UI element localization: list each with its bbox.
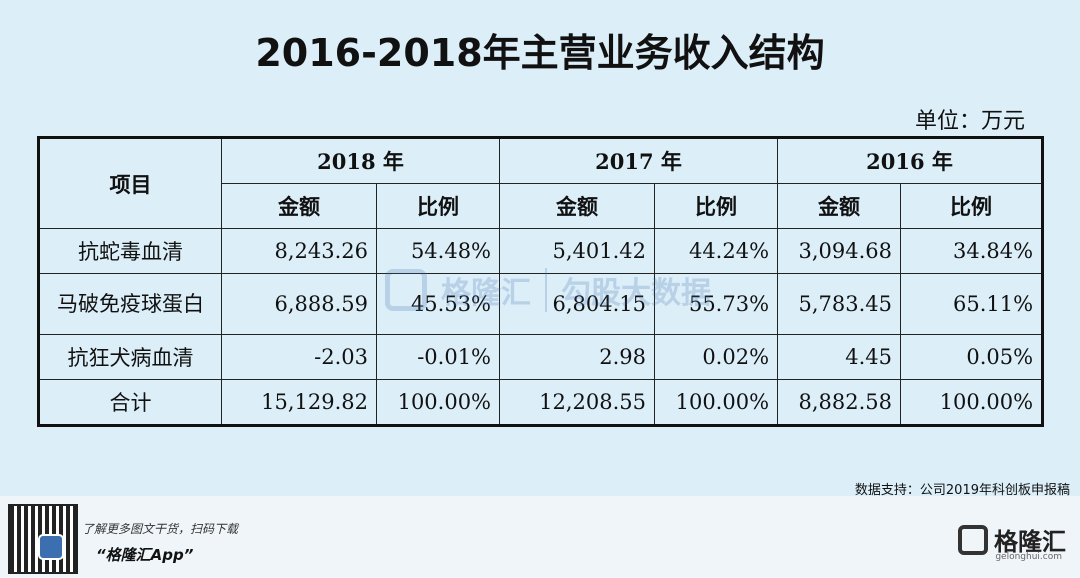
promo-line: 了解更多图文干货，扫码下载 bbox=[82, 522, 239, 536]
table-row: 抗蛇毒血清 8,243.26 54.48% 5,401.42 44.24% 3,… bbox=[38, 228, 1044, 274]
ratio-header: 比例 bbox=[375, 183, 501, 229]
cell-ratio: 55.73% bbox=[654, 273, 779, 335]
brand-domain: gelonghui.com bbox=[995, 552, 1062, 562]
cell-ratio: 0.05% bbox=[900, 334, 1044, 380]
cell-ratio: -0.01% bbox=[375, 334, 501, 380]
table-row: 马破免疫球蛋白 6,888.59 45.53% 6,804.15 55.73% … bbox=[38, 273, 1044, 335]
ratio-header: 比例 bbox=[900, 183, 1044, 229]
cell-ratio: 44.24% bbox=[654, 228, 779, 274]
cell-amount: 5,401.42 bbox=[499, 228, 656, 274]
cell-ratio: 34.84% bbox=[900, 228, 1044, 274]
cell-ratio: 54.48% bbox=[375, 228, 501, 274]
table-row-total: 合计 15,129.82 100.00% 12,208.55 100.00% 8… bbox=[38, 379, 1044, 426]
cell-amount: 4.45 bbox=[777, 334, 902, 380]
row-item: 抗蛇毒血清 bbox=[38, 228, 222, 274]
cell-amount: 12,208.55 bbox=[499, 379, 656, 426]
cell-amount: 5,783.45 bbox=[777, 273, 902, 335]
year-header-2018: 2018 年 bbox=[220, 137, 501, 184]
revenue-table: 项目 2018 年 2017 年 2016 年 金额 比例 金额 比例 金额 比… bbox=[37, 136, 1045, 427]
amount-header: 金额 bbox=[777, 183, 902, 229]
qr-code-icon[interactable] bbox=[8, 504, 78, 574]
amount-header: 金额 bbox=[221, 183, 377, 229]
cell-ratio: 100.00% bbox=[900, 379, 1044, 426]
table-row: 抗狂犬病血清 -2.03 -0.01% 2.98 0.02% 4.45 0.05… bbox=[38, 334, 1044, 380]
cell-amount: 3,094.68 bbox=[777, 228, 902, 274]
data-source: 数据支持：公司2019年科创板申报稿 bbox=[854, 483, 1070, 498]
amount-header: 金额 bbox=[499, 183, 656, 229]
item-header: 项目 bbox=[38, 137, 222, 229]
brand-name: 格隆汇 bbox=[994, 528, 1066, 556]
cell-ratio: 45.53% bbox=[375, 273, 501, 335]
footer-brand: 格隆汇 bbox=[958, 522, 1066, 557]
cell-ratio: 65.11% bbox=[900, 273, 1044, 335]
cell-amount: 15,129.82 bbox=[221, 379, 377, 426]
cell-ratio: 100.00% bbox=[375, 379, 501, 426]
cell-amount: 8,243.26 bbox=[221, 228, 377, 274]
cell-amount: 8,882.58 bbox=[777, 379, 902, 426]
year-header-2017: 2017 年 bbox=[499, 137, 779, 184]
cell-amount: 6,804.15 bbox=[499, 273, 656, 335]
header-row-years: 项目 2018 年 2017 年 2016 年 bbox=[38, 137, 1044, 229]
year-header-2016: 2016 年 bbox=[777, 137, 1044, 184]
cell-ratio: 0.02% bbox=[654, 334, 779, 380]
brand-logo-icon bbox=[958, 524, 988, 555]
app-badge-icon bbox=[38, 534, 64, 560]
footer-bar: 了解更多图文干货，扫码下载 “格隆汇App” 格隆汇 gelonghui.com bbox=[0, 496, 1080, 578]
cell-ratio: 100.00% bbox=[654, 379, 779, 426]
ratio-header: 比例 bbox=[654, 183, 779, 229]
cell-amount: -2.03 bbox=[221, 334, 377, 380]
cell-amount: 2.98 bbox=[499, 334, 656, 380]
row-item: 抗狂犬病血清 bbox=[38, 334, 222, 380]
page-title: 2016-2018年主营业务收入结构 bbox=[255, 31, 825, 75]
app-name: “格隆汇App” bbox=[96, 546, 194, 564]
row-item: 合计 bbox=[38, 379, 222, 426]
row-item: 马破免疫球蛋白 bbox=[38, 273, 222, 335]
cell-amount: 6,888.59 bbox=[221, 273, 377, 335]
unit-label: 单位：万元 bbox=[914, 109, 1025, 134]
